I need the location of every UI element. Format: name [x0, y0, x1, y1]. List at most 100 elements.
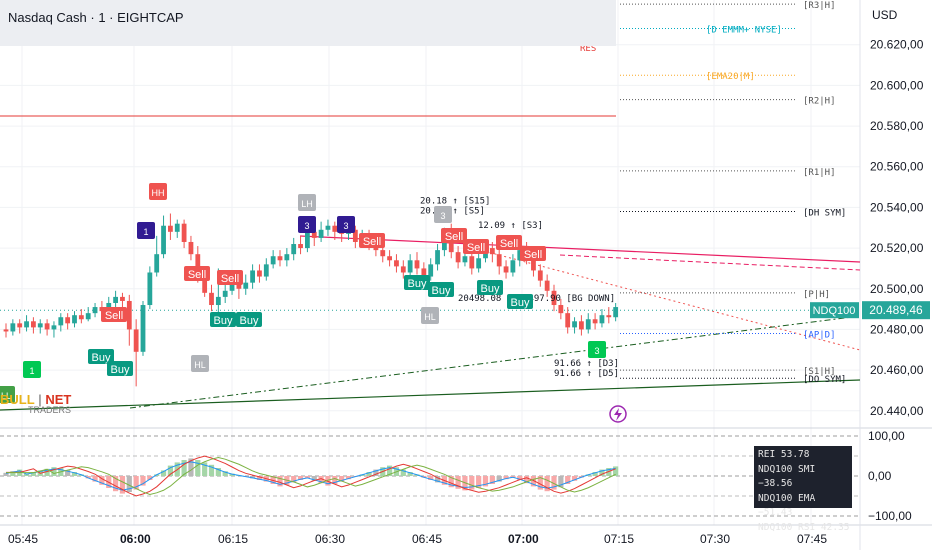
- x-tick-label: 06:15: [218, 532, 248, 546]
- candle-body: [428, 264, 434, 277]
- x-tick-label: 06:30: [315, 532, 345, 546]
- level-label: [EMA20|M]: [706, 72, 755, 82]
- candle-body: [462, 256, 468, 263]
- pivot-marker-label: 3: [594, 346, 599, 356]
- candle-body: [352, 229, 358, 242]
- candle-body: [126, 300, 132, 330]
- y-tick-label: 20.520,00: [870, 241, 924, 255]
- signal-label: Sell: [221, 273, 239, 285]
- pivot-marker-label: LL: [1, 391, 11, 401]
- osc-histogram-bar: [469, 476, 475, 490]
- last-price-symbol-badge: [810, 302, 859, 319]
- candle-body: [44, 323, 50, 330]
- candle-body: [579, 321, 584, 330]
- candle-body: [202, 276, 208, 293]
- osc-histogram-bar: [202, 462, 208, 476]
- signal-label: Buy: [511, 297, 530, 309]
- x-tick-label: 07:30: [700, 532, 730, 546]
- candle-body: [572, 321, 577, 328]
- level-label: [DO SYM]: [803, 375, 846, 385]
- price-annotation: 20498.08 - 20497.90 [BG DOWN]: [458, 294, 615, 304]
- osc-histogram-bar: [119, 476, 126, 494]
- osc-histogram-bar: [558, 476, 564, 488]
- candle-body: [380, 250, 386, 257]
- level-label: [AP|D]: [803, 330, 836, 340]
- signal-box: [88, 349, 114, 364]
- osc-histogram-bar: [489, 476, 495, 484]
- osc-histogram-bar: [434, 476, 441, 483]
- level-label: [D EMMM+ NYSE]: [706, 25, 782, 35]
- candle-body: [215, 296, 221, 306]
- legend-line: NDQ100 EMA −51.43: [758, 492, 816, 519]
- candle-body: [305, 231, 310, 249]
- candle-body: [606, 315, 612, 318]
- candle-body: [394, 260, 399, 267]
- candle-body: [613, 307, 619, 318]
- signal-label: Buy: [481, 283, 500, 295]
- osc-histogram-bar: [318, 476, 324, 484]
- candle-body: [311, 231, 317, 238]
- osc-tick-label: 0,00: [868, 469, 892, 483]
- level-label: [R1|H]: [803, 168, 836, 178]
- price-annotation: 20.18 ↑ [S15]: [420, 196, 490, 206]
- osc-histogram-bar: [325, 476, 331, 486]
- candle-body: [181, 223, 187, 242]
- candle-body: [188, 241, 194, 255]
- trendline-lower: [0, 379, 861, 411]
- osc-histogram-bar: [503, 476, 509, 480]
- candle-body: [387, 256, 392, 261]
- osc-histogram-bar: [160, 470, 167, 476]
- candle-body: [250, 270, 255, 283]
- price-annotation: 91.66 ↑ [D3]: [554, 359, 619, 369]
- candle-body: [78, 315, 84, 320]
- candle-body: [544, 280, 550, 291]
- signal-box: [217, 270, 243, 285]
- pivot-marker-label: HL: [194, 360, 206, 370]
- trendline-upper-dash: [559, 254, 861, 271]
- header-panel: Nasdaq Cash · 1 · EIGHTCAP: [0, 0, 616, 46]
- price-annotation: 20.31 ↑ [S5]: [420, 207, 485, 217]
- pivot-marker: [191, 355, 209, 372]
- osc-line-green: [6, 457, 616, 496]
- pivot-marker: [298, 194, 316, 211]
- legend-line: NDQ100 SMI −38.56: [758, 463, 816, 490]
- osc-histogram-bar: [215, 468, 221, 476]
- pivot-marker: [149, 183, 167, 200]
- osc-histogram-bar: [3, 472, 9, 476]
- signal-box: [107, 361, 133, 376]
- osc-histogram-bar: [291, 476, 297, 483]
- y-tick-label: 20.560,00: [870, 160, 924, 174]
- symbol-title[interactable]: Nasdaq Cash · 1 · EIGHTCAP: [8, 10, 184, 25]
- signal-box: [210, 312, 236, 327]
- x-tick-label: 06:00: [120, 532, 151, 546]
- candle-body: [318, 229, 324, 238]
- y-tick-label: 20.600,00: [870, 78, 924, 92]
- candle-body: [263, 264, 269, 277]
- candle-body: [10, 323, 16, 332]
- candle-body: [517, 250, 523, 261]
- pivot-marker-label: 3: [304, 221, 309, 231]
- candle-body: [510, 260, 516, 273]
- candle-body: [407, 260, 413, 273]
- osc-histogram-bar: [339, 476, 345, 482]
- candle-body: [92, 307, 98, 314]
- currency-label[interactable]: USD: [872, 8, 898, 22]
- candle-body: [277, 256, 283, 261]
- pivot-marker: [434, 206, 452, 223]
- candle-body: [209, 292, 214, 306]
- osc-line-red: [6, 455, 616, 497]
- osc-histogram-bar: [30, 472, 36, 476]
- candle-body: [195, 254, 201, 277]
- osc-histogram-bar: [496, 476, 502, 482]
- candle-body: [489, 248, 495, 255]
- osc-histogram-bar: [133, 476, 139, 490]
- legend-line: REI 53.78: [758, 449, 810, 460]
- signal-box: [441, 228, 467, 243]
- x-tick-label: 07:45: [797, 532, 827, 546]
- osc-histogram-bar: [181, 460, 187, 476]
- candle-body: [599, 315, 605, 324]
- signal-box: [101, 307, 127, 322]
- candle-body: [85, 313, 91, 320]
- signal-label: Sell: [524, 249, 542, 261]
